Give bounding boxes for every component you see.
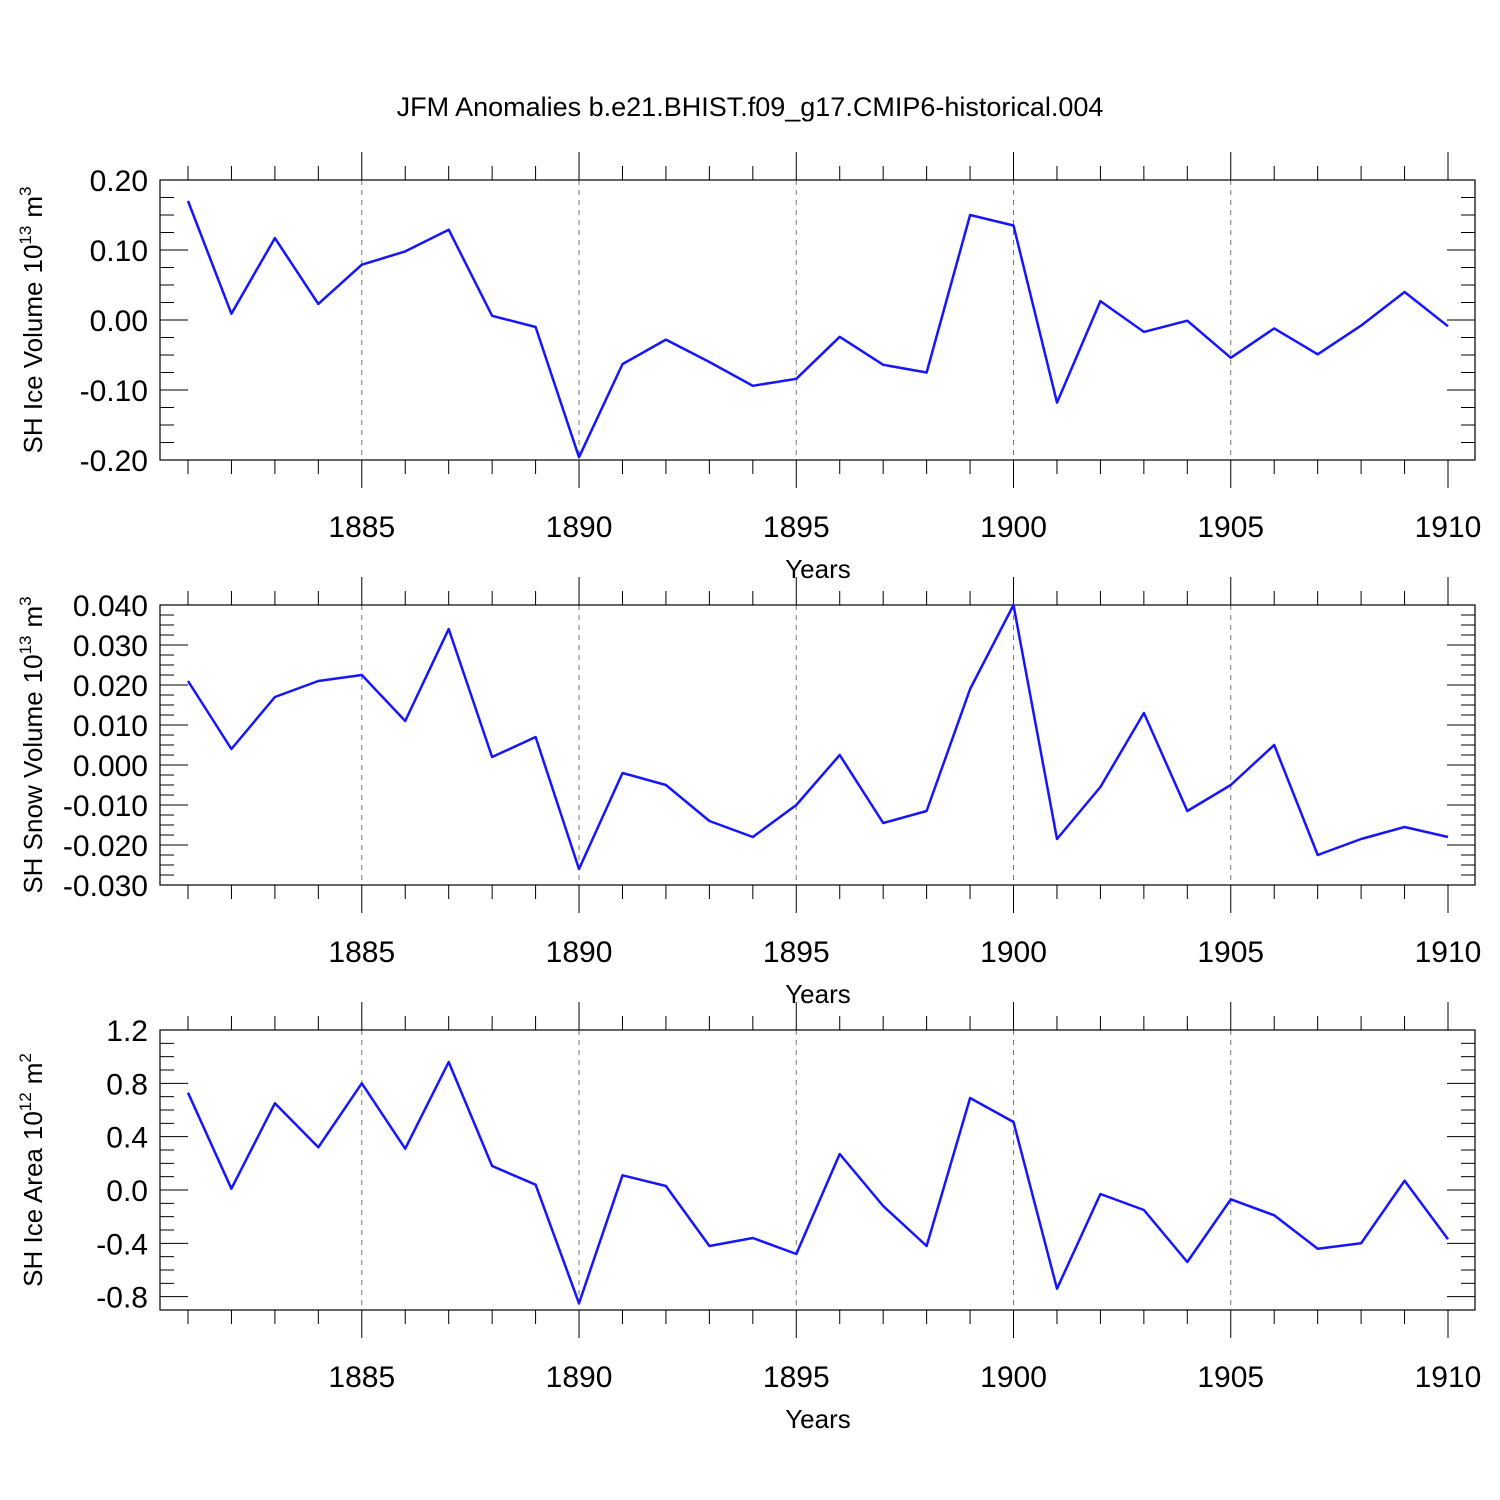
y-axis-label-unit-suffix-exp: 3 (16, 596, 35, 605)
x-tick-label: 1885 (328, 511, 395, 544)
y-axis-label-quantity: SH Ice Area (18, 1148, 48, 1287)
panel-1: -0.20 -0.10 0.00 0.10 0.20 1885 1890 1895 1900 19… (16, 152, 1481, 584)
y-axis-label-unit-base: 10 (18, 1111, 48, 1140)
x-tick-label: 1890 (546, 511, 613, 544)
y-axis-label-unit-exp: 13 (16, 635, 35, 654)
x-axis-label: Years (785, 554, 851, 584)
x-tick-label: 1895 (763, 511, 830, 544)
x-axis-label: Years (785, 979, 851, 1009)
y-tick-label: -0.8 (96, 1282, 148, 1315)
y-tick-label: 0.10 (90, 235, 148, 268)
y-axis-label-unit-suffix-exp: 2 (16, 1053, 35, 1062)
series-line (186, 200, 1449, 459)
x-tick-label: 1890 (546, 936, 613, 969)
x-tick-label: 1905 (1197, 936, 1264, 969)
y-tick-label: 0.000 (73, 750, 148, 783)
chart-title: JFM Anomalies b.e21.BHIST.f09_g17.CMIP6-… (397, 92, 1104, 122)
y-tick-label: -0.20 (80, 445, 148, 478)
y-tick-label: -0.020 (63, 830, 148, 863)
y-axis-label: SH Snow Volume 1013 m3 (16, 596, 48, 893)
y-tick-label: 0.0 (106, 1175, 148, 1208)
y-tick-label: 1.2 (106, 1015, 148, 1048)
y-axis-label-quantity: SH Snow Volume (18, 691, 48, 893)
y-tick-label: 0.020 (73, 670, 148, 703)
y-tick-label: -0.030 (63, 870, 148, 903)
x-tick-label: 1890 (546, 1361, 613, 1394)
y-axis-label-quantity: SH Ice Volume (18, 282, 48, 454)
x-tick-label: 1885 (328, 1361, 395, 1394)
y-tick-label: 0.4 (106, 1122, 148, 1155)
series-line (186, 603, 1449, 871)
y-axis-label-unit-base: 10 (18, 245, 48, 274)
x-tick-label: 1900 (980, 1361, 1047, 1394)
y-tick-label: 0.040 (73, 590, 148, 623)
panel-2: -0.030 -0.020 -0.010 0.000 0.010 0.020 0.030 0.… (16, 577, 1481, 1009)
x-tick-label: 1910 (1415, 936, 1482, 969)
y-tick-label: -0.010 (63, 790, 148, 823)
y-axis-label-unit-suffix: m (18, 196, 48, 218)
y-tick-label: 0.20 (90, 165, 148, 198)
panels-container: -0.20 -0.10 0.00 0.10 0.20 1885 1890 1895 1900 19… (16, 152, 1481, 1434)
x-tick-label: 1905 (1197, 511, 1264, 544)
panel-3: -0.8 -0.4 0.0 0.4 0.8 1.2 1885 1890 1895 1900 1905… (16, 1002, 1481, 1434)
x-tick-label: 1910 (1415, 511, 1482, 544)
x-tick-label: 1895 (763, 936, 830, 969)
plot-frame (159, 604, 1476, 886)
x-tick-label: 1900 (980, 936, 1047, 969)
y-tick-label: 0.00 (90, 305, 148, 338)
x-axis-label: Years (785, 1404, 851, 1434)
plot-frame (159, 179, 1476, 461)
y-axis-label-unit-base: 10 (18, 654, 48, 683)
plot-frame (159, 1029, 1476, 1311)
y-axis-label-unit-suffix-exp: 3 (16, 187, 35, 196)
x-tick-label: 1905 (1197, 1361, 1264, 1394)
y-axis-label-unit-exp: 13 (16, 226, 35, 245)
y-tick-label: 0.8 (106, 1068, 148, 1101)
y-axis-label-unit-suffix: m (18, 606, 48, 628)
y-axis-label-unit-suffix: m (18, 1063, 48, 1085)
x-tick-label: 1895 (763, 1361, 830, 1394)
y-tick-label: -0.10 (80, 375, 148, 408)
y-tick-label: 0.030 (73, 630, 148, 663)
x-tick-label: 1885 (328, 936, 395, 969)
x-tick-label: 1910 (1415, 1361, 1482, 1394)
y-tick-label: -0.4 (96, 1228, 148, 1261)
y-axis-label: SH Ice Area 1012 m2 (16, 1053, 48, 1287)
y-axis-label-unit-exp: 12 (16, 1092, 35, 1111)
y-axis-label: SH Ice Volume 1013 m3 (16, 187, 48, 454)
x-tick-label: 1900 (980, 511, 1047, 544)
series-line (186, 1060, 1450, 1305)
y-tick-label: 0.010 (73, 710, 148, 743)
